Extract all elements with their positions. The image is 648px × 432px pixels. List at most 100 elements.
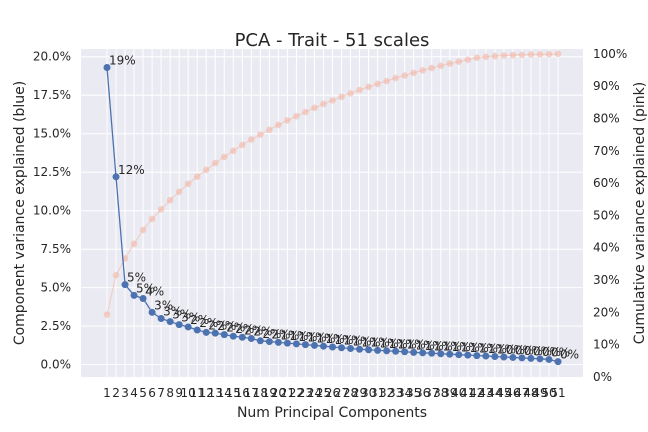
y-left-tick-label: 2.5% bbox=[41, 319, 72, 333]
x-tick-label: 43 bbox=[478, 386, 493, 400]
x-tick-label: 47 bbox=[514, 386, 529, 400]
x-tick-label: 26 bbox=[325, 386, 340, 400]
component-point bbox=[518, 354, 526, 362]
component-data-label: 5% bbox=[127, 271, 146, 285]
cumulative-point bbox=[239, 141, 246, 149]
component-data-label: 1% bbox=[407, 338, 426, 352]
cumulative-point bbox=[220, 153, 228, 161]
x-tick-label: 22 bbox=[289, 386, 304, 400]
cumulative-point bbox=[518, 51, 526, 59]
cumulative-point bbox=[491, 52, 499, 60]
component-point bbox=[211, 329, 219, 337]
y-right-tick-label: 0% bbox=[593, 370, 612, 384]
component-point bbox=[437, 350, 445, 358]
x-axis-title: Num Principal Components bbox=[237, 405, 427, 421]
component-data-label: 3% bbox=[154, 298, 173, 312]
x-tick-label: 40 bbox=[451, 386, 466, 400]
y-left-tick-label: 0.0% bbox=[41, 358, 72, 372]
component-point bbox=[193, 326, 201, 334]
cumulative-point bbox=[392, 74, 399, 82]
cumulative-point bbox=[293, 112, 300, 120]
y-right-axis-title: Cumulative variance explained (pink) bbox=[632, 82, 648, 344]
x-tick-label: 48 bbox=[523, 386, 538, 400]
x-tick-label: 8 bbox=[166, 386, 174, 400]
x-tick-label: 31 bbox=[370, 386, 385, 400]
cumulative-point bbox=[157, 205, 165, 213]
component-point bbox=[347, 345, 355, 353]
cumulative-point bbox=[311, 104, 318, 112]
cumulative-series bbox=[103, 50, 562, 318]
cumulative-point bbox=[338, 93, 345, 101]
cumulative-point bbox=[139, 226, 147, 234]
component-point bbox=[130, 291, 138, 299]
component-data-label: 2% bbox=[199, 316, 218, 330]
cumulative-point bbox=[229, 147, 237, 155]
x-tick-label: 3 bbox=[121, 386, 129, 400]
x-tick-label: 32 bbox=[379, 386, 394, 400]
y-left-tick-label: 10.0% bbox=[33, 204, 71, 218]
x-tick-label: 33 bbox=[388, 386, 403, 400]
component-point bbox=[319, 342, 327, 350]
component-data-label: 0% bbox=[506, 343, 525, 357]
component-data-label: 3% bbox=[172, 308, 191, 322]
cumulative-point bbox=[320, 100, 327, 108]
component-point bbox=[301, 341, 309, 349]
component-data-label: 1% bbox=[443, 340, 462, 354]
component-data-label: 1% bbox=[316, 331, 335, 345]
component-point bbox=[455, 351, 463, 359]
component-data-label: 1% bbox=[479, 342, 498, 356]
component-data-label: 2% bbox=[244, 323, 263, 337]
component-data-label: 1% bbox=[325, 332, 344, 346]
component-data-label: 2% bbox=[253, 325, 272, 339]
component-data-label: 1% bbox=[488, 342, 507, 356]
cumulative-point bbox=[473, 54, 481, 62]
component-data-label: 0% bbox=[560, 348, 579, 362]
component-point bbox=[247, 335, 255, 343]
component-data-label: 1% bbox=[335, 333, 354, 347]
x-tick-label: 51 bbox=[550, 386, 565, 400]
cumulative-point bbox=[103, 311, 111, 318]
cumulative-point bbox=[509, 51, 517, 59]
cumulative-point bbox=[184, 180, 192, 188]
cumulative-point bbox=[347, 89, 354, 97]
component-point bbox=[202, 328, 210, 336]
component-point bbox=[527, 354, 535, 362]
x-tick-label: 1 bbox=[103, 386, 111, 400]
component-point bbox=[536, 355, 544, 363]
cumulative-point bbox=[554, 50, 562, 58]
component-data-label: 0% bbox=[515, 343, 534, 357]
cumulative-point bbox=[248, 136, 255, 143]
x-tick-label: 10 bbox=[181, 386, 196, 400]
y-right-tick-label: 80% bbox=[593, 111, 620, 125]
x-tick-label: 24 bbox=[307, 386, 322, 400]
component-point bbox=[509, 353, 517, 361]
component-data-label: 1% bbox=[461, 341, 480, 355]
component-data-label: 1% bbox=[416, 338, 435, 352]
cumulative-point bbox=[211, 159, 219, 167]
chart-title: PCA - Trait - 51 scales bbox=[235, 30, 430, 51]
y-right-tick-label: 10% bbox=[593, 338, 620, 352]
component-point bbox=[274, 338, 282, 346]
cumulative-point bbox=[112, 271, 120, 279]
cumulative-point bbox=[193, 173, 201, 180]
component-point bbox=[256, 337, 264, 345]
component-data-label: 1% bbox=[307, 331, 326, 345]
y-right-tick-label: 30% bbox=[593, 273, 620, 287]
x-tick-label: 50 bbox=[541, 386, 556, 400]
component-series bbox=[103, 63, 562, 366]
cumulative-point bbox=[284, 117, 291, 124]
component-data-label: 0% bbox=[542, 345, 561, 359]
cumulative-point bbox=[148, 215, 156, 223]
component-point bbox=[175, 321, 183, 329]
x-tick-label: 35 bbox=[406, 386, 421, 400]
x-tick-label: 6 bbox=[148, 386, 156, 400]
component-point bbox=[220, 331, 228, 339]
component-point bbox=[428, 349, 436, 357]
component-data-label: 1% bbox=[389, 337, 408, 351]
x-tick-label: 27 bbox=[334, 386, 349, 400]
data-labels: 19%12%5%5%4%3%3%3%3%2%2%2%2%2%2%2%2%2%2%… bbox=[109, 53, 579, 361]
x-tick-label: 20 bbox=[271, 386, 286, 400]
x-tick-label: 36 bbox=[415, 386, 430, 400]
component-point bbox=[184, 323, 192, 331]
